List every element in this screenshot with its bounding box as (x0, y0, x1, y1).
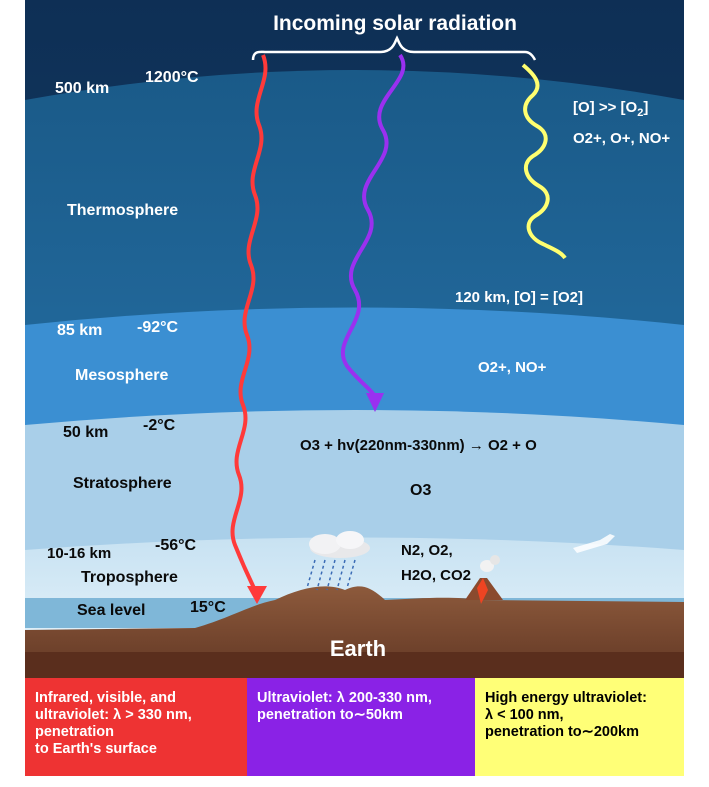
troposphere-label: Troposphere (81, 569, 178, 586)
upper-oxygen-ratio: [O] >> [O2] (573, 99, 648, 119)
rain-cloud-icon (306, 531, 370, 591)
km120-label: 120 km, [O] = [O2] (455, 289, 583, 306)
legend-ultraviolet: Ultraviolet: λ 200-330 nm, penetration t… (247, 678, 475, 776)
upper-ratio-sub: 2 (637, 107, 643, 119)
alt-50-km: 50 km (63, 424, 108, 441)
temp-minus2c: -2°C (143, 417, 176, 434)
upper-ratio-end: ] (643, 99, 648, 116)
legend-high-energy-text: High energy ultraviolet: λ < 100 nm, pen… (485, 690, 647, 740)
airplane-icon (573, 534, 615, 553)
temp-1200c: 1200°C (145, 69, 199, 86)
tropo-gases-line2: H2O, CO2 (401, 567, 471, 584)
temp-minus92c: -92°C (137, 319, 179, 336)
tropo-gases-line1: N2, O2, (401, 542, 453, 559)
temp-minus56c: -56°C (155, 537, 197, 554)
ultraviolet-wave (340, 53, 406, 399)
radiation-bracket (251, 35, 537, 61)
legend-infrared: Infrared, visible, and ultraviolet: λ > … (25, 678, 247, 776)
thermosphere-label: Thermosphere (67, 202, 178, 219)
title: Incoming solar radiation (273, 12, 517, 35)
soil-layer (25, 652, 684, 685)
infrared-wave (230, 54, 268, 595)
mesosphere-label: Mesosphere (75, 367, 168, 384)
sea-level-label: Sea level (77, 602, 146, 619)
atmosphere-diagram: Incoming solar radiation 500 km 1200°C 8… (25, 0, 684, 685)
meso-ions: O2+, NO+ (478, 359, 547, 376)
earth-label: Earth (330, 636, 386, 661)
temp-15c: 15°C (190, 599, 226, 616)
ultraviolet-arrowhead (366, 393, 384, 412)
stratosphere-label: Stratosphere (73, 475, 172, 492)
infrared-arrowhead (247, 586, 267, 604)
alt-85-km: 85 km (57, 322, 102, 339)
ozone-label: O3 (410, 482, 431, 499)
upper-ions: O2+, O+, NO+ (573, 130, 670, 147)
alt-10-16-km: 10-16 km (47, 545, 111, 562)
alt-500-km: 500 km (55, 80, 109, 97)
volcano-icon (465, 555, 503, 604)
legend-infrared-text: Infrared, visible, and ultraviolet: λ > … (35, 690, 192, 757)
legend-high-energy-uv: High energy ultraviolet: λ < 100 nm, pen… (475, 678, 684, 776)
upper-ratio-part1: [O] >> [O (573, 99, 638, 116)
ozone-reaction: O3 + hv(220nm-330nm) → O2 + O (300, 437, 537, 454)
high-energy-uv-wave (521, 63, 567, 260)
legend-ultraviolet-text: Ultraviolet: λ 200-330 nm, penetration t… (257, 690, 432, 723)
